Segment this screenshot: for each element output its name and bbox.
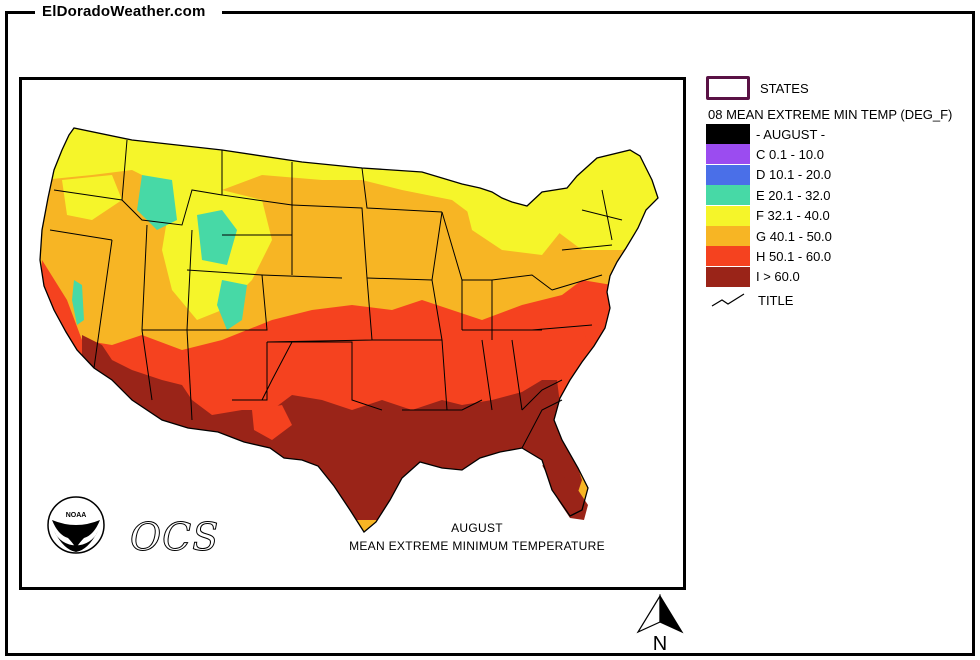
legend-swatch bbox=[706, 226, 750, 246]
legend-class-label: I > 60.0 bbox=[756, 269, 800, 285]
title-line-icon bbox=[711, 293, 745, 307]
frame-right bbox=[972, 11, 975, 656]
legend-class-label: G 40.1 - 50.0 bbox=[756, 228, 832, 244]
legend-swatch bbox=[706, 124, 750, 144]
legend-class-row[interactable]: F 32.1 - 40.0 bbox=[706, 205, 830, 226]
legend-class-label: F 32.1 - 40.0 bbox=[756, 208, 830, 224]
ocs-logo-text: OCS bbox=[129, 515, 220, 560]
legend-class-row[interactable]: C 0.1 - 10.0 bbox=[706, 144, 824, 165]
noaa-logo: NOAA bbox=[47, 496, 105, 554]
legend-swatch bbox=[706, 164, 750, 185]
state-borders bbox=[39, 127, 659, 533]
us-temperature-map[interactable]: NOAA bbox=[22, 80, 683, 587]
states-border-swatch bbox=[706, 76, 750, 100]
legend-class-row[interactable]: H 50.1 - 60.0 bbox=[706, 246, 832, 267]
frame-top-right bbox=[222, 11, 974, 14]
north-arrow-label: N bbox=[653, 633, 667, 654]
north-arrow-icon: N bbox=[636, 594, 684, 654]
legend-class-row[interactable]: D 10.1 - 20.0 bbox=[706, 164, 832, 185]
frame-bottom bbox=[5, 653, 975, 656]
legend-swatch bbox=[706, 246, 750, 267]
legend-title-label: TITLE bbox=[758, 292, 794, 308]
legend-swatch bbox=[706, 266, 750, 287]
legend-class-label: E 20.1 - 32.0 bbox=[756, 187, 831, 203]
legend-class-row[interactable]: G 40.1 - 50.0 bbox=[706, 226, 832, 246]
legend-class-row[interactable]: I > 60.0 bbox=[706, 266, 800, 287]
legend-swatch bbox=[706, 144, 750, 165]
frame-left bbox=[5, 11, 8, 656]
legend-layer-title: 08 MEAN EXTREME MIN TEMP (DEG_F) bbox=[708, 107, 953, 122]
legend-states-row[interactable]: STATES bbox=[706, 76, 809, 100]
map-panel[interactable]: NOAA OCS AUGUST MEAN EXTREME MINIMUM TEM… bbox=[19, 77, 686, 590]
legend-swatch bbox=[706, 185, 750, 206]
legend-class-row[interactable]: - AUGUST - bbox=[706, 124, 825, 144]
map-caption-title: MEAN EXTREME MINIMUM TEMPERATURE bbox=[349, 539, 605, 553]
legend-class-label: H 50.1 - 60.0 bbox=[756, 248, 832, 264]
site-title[interactable]: ElDoradoWeather.com bbox=[38, 3, 210, 20]
legend-class-row[interactable]: E 20.1 - 32.0 bbox=[706, 185, 831, 206]
legend-class-label: C 0.1 - 10.0 bbox=[756, 146, 824, 162]
legend-class-label: - AUGUST - bbox=[756, 126, 826, 142]
legend-states-label: STATES bbox=[760, 80, 809, 96]
legend-swatch bbox=[706, 205, 750, 226]
frame-top-left bbox=[5, 11, 35, 14]
map-caption-month: AUGUST bbox=[451, 521, 503, 535]
legend-title-row[interactable]: TITLE bbox=[706, 290, 793, 310]
legend-class-label: D 10.1 - 20.0 bbox=[756, 167, 832, 183]
noaa-logo-text: NOAA bbox=[66, 512, 87, 519]
